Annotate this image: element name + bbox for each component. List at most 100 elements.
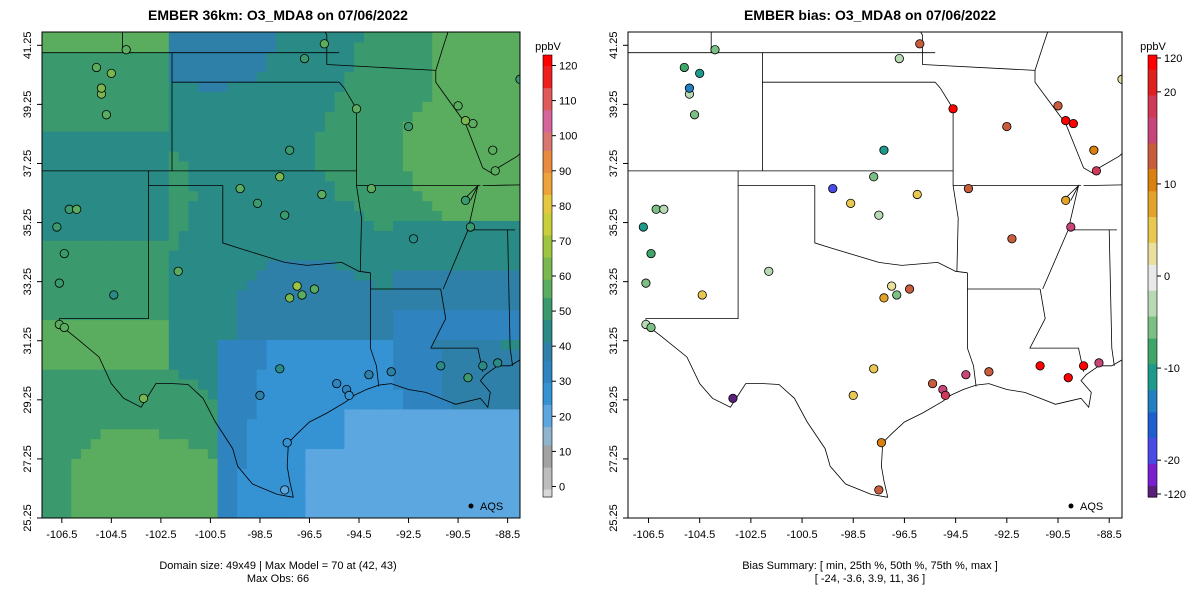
model-cell	[305, 468, 316, 479]
model-cell	[295, 339, 306, 350]
model-cell	[81, 151, 92, 162]
model-cell	[178, 101, 189, 112]
model-cell	[42, 398, 53, 410]
model-cell	[451, 389, 462, 400]
model-cell	[129, 32, 141, 43]
model-cell	[363, 438, 375, 450]
model-cell	[90, 508, 102, 518]
model-cell	[334, 160, 345, 172]
model-cell	[237, 448, 248, 459]
colorbar-swatch	[543, 290, 552, 296]
model-cell	[305, 250, 316, 261]
model-cell	[363, 230, 375, 241]
model-cell	[315, 220, 326, 231]
model-cell	[285, 32, 297, 43]
model-cell	[256, 418, 267, 430]
model-cell	[373, 250, 384, 261]
model-cell	[422, 260, 433, 271]
colorbar-swatch	[1148, 463, 1157, 469]
model-cell	[237, 220, 248, 231]
model-cell	[383, 210, 394, 221]
model-cell	[188, 250, 199, 261]
model-cell	[344, 488, 355, 499]
model-cell	[334, 190, 345, 202]
model-cell	[305, 289, 316, 301]
model-cell	[315, 488, 326, 499]
model-cell	[471, 458, 482, 469]
model-cell	[480, 220, 492, 231]
model-cell	[432, 299, 443, 311]
model-cell	[305, 319, 316, 331]
model-cell	[227, 468, 238, 479]
aqs-obs-site	[386, 367, 396, 377]
model-cell	[100, 279, 111, 291]
model-cell	[100, 151, 111, 162]
y-tick-label: 37.25	[608, 150, 620, 178]
colorbar-tick-label: 30	[559, 376, 571, 388]
legend-aqs-marker	[468, 503, 474, 509]
model-cell	[42, 131, 53, 142]
model-cell	[461, 41, 472, 53]
model-cell	[480, 101, 492, 112]
colorbar-swatch	[543, 66, 552, 71]
model-cell	[422, 91, 433, 102]
model-cell	[285, 51, 297, 63]
model-cell	[451, 190, 462, 202]
state-boundary	[370, 272, 380, 387]
model-cell	[490, 160, 501, 172]
model-cell	[451, 240, 462, 251]
model-cell	[71, 210, 82, 221]
model-cell	[90, 498, 102, 509]
model-cell	[246, 51, 258, 63]
model-cell	[217, 408, 228, 420]
model-cell	[42, 51, 53, 63]
model-cell	[305, 170, 316, 182]
model-cell	[168, 61, 180, 73]
model-cell	[285, 349, 297, 360]
model-cell	[451, 508, 462, 518]
model-cell	[441, 478, 453, 489]
model-cell	[42, 379, 53, 390]
model-cell	[61, 260, 72, 271]
model-cell	[217, 81, 228, 93]
model-cell	[81, 41, 92, 53]
model-cell	[490, 289, 501, 301]
model-cell	[285, 369, 297, 380]
model-cell	[168, 299, 180, 311]
model-cell	[207, 508, 219, 518]
colorbar-swatch	[543, 110, 552, 115]
model-cell	[305, 299, 316, 311]
model-cell	[471, 71, 482, 83]
model-cell	[276, 408, 287, 420]
colorbar-swatch	[543, 217, 552, 222]
model-cell	[285, 428, 297, 440]
model-cell	[363, 319, 375, 331]
model-cell	[100, 508, 111, 518]
model-cell	[168, 51, 180, 63]
model-cell	[168, 458, 180, 469]
model-cell	[480, 488, 492, 499]
model-cell	[373, 418, 384, 430]
right-x-axis: -106.5 -104.5 -102.5 -100.5 -98.5 -96.5 -94.5-…	[633, 518, 1122, 541]
model-cell	[315, 309, 326, 321]
model-cell	[344, 260, 355, 271]
model-cell	[461, 200, 472, 212]
model-cell	[402, 41, 414, 53]
model-cell	[149, 289, 160, 301]
model-cell	[393, 448, 404, 459]
model-cell	[490, 379, 501, 390]
model-cell	[81, 299, 92, 311]
model-cell	[100, 230, 111, 241]
model-cell	[246, 141, 258, 152]
model-cell	[432, 279, 443, 291]
model-cell	[490, 498, 501, 509]
model-cell	[422, 299, 433, 311]
model-cell	[71, 379, 82, 390]
model-cell	[354, 81, 365, 93]
colorbar-swatch	[1148, 106, 1157, 111]
model-cell	[393, 51, 404, 63]
model-cell	[61, 299, 72, 311]
model-cell	[285, 508, 297, 518]
model-cell	[500, 398, 511, 410]
model-cell	[393, 299, 404, 311]
